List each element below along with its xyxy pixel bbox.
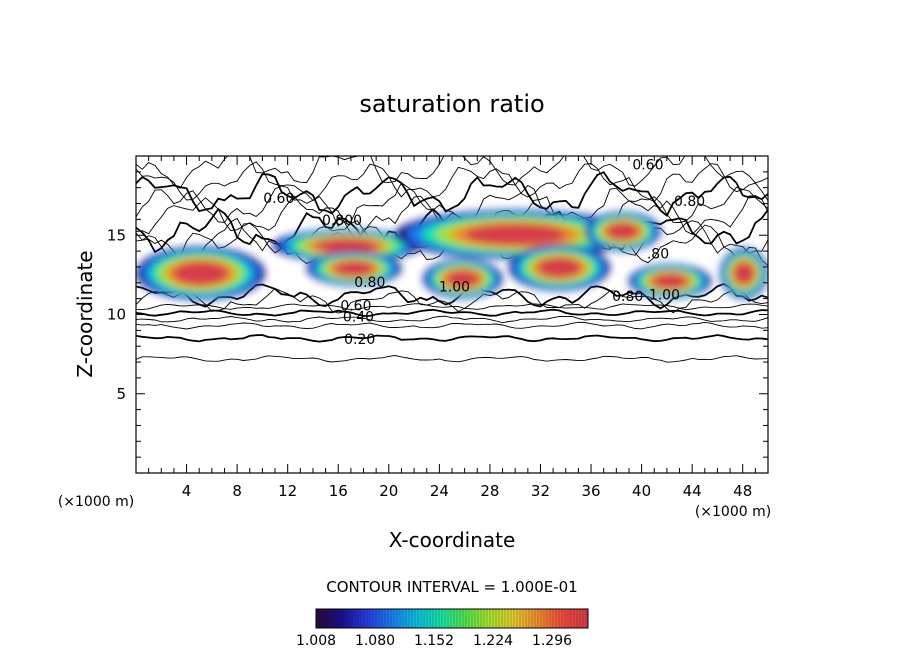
contour-label: 0.60 [263,191,294,207]
colorbar-tick-label: 1.152 [414,633,454,649]
field-contour-band [334,261,374,276]
field-contour-band [606,223,639,240]
x-tick-label: 32 [531,482,550,500]
contour-label: 0.60 [340,299,371,315]
contour-label: 0.800 [322,213,362,229]
x-unit-right: (×1000 m) [695,504,771,520]
contour-interval-text: CONTOUR INTERVAL = 1.000E-01 [326,578,577,596]
contour-label: 0.60 [632,158,663,174]
colorbar-tick-label: 1.080 [355,633,395,649]
field-contour-band [538,258,581,278]
x-tick-label: 28 [480,482,499,500]
colorbar-tick-label: 1.296 [532,633,572,649]
contour-line [136,283,768,310]
x-tick-label: 20 [379,482,398,500]
colorbar-strip [315,608,589,629]
contour-lines [136,156,768,363]
field-contour-band [652,273,688,289]
contour-label: .80 [647,246,669,262]
y-tick-label: 5 [116,385,126,403]
colorbar-stripes [318,609,587,628]
x-tick-label: 24 [430,482,449,500]
field-contour-band [173,262,228,285]
x-tick-label: 16 [329,482,348,500]
x-tick-label: 40 [632,482,651,500]
x-tick-label: 8 [232,482,242,500]
contour-line [136,315,768,324]
y-tick-label: 10 [107,306,126,324]
contour-label: 0.80 [612,289,643,305]
x-tick-label: 48 [733,482,752,500]
colorbar-tick-labels: 1.008 1.080 1.152 1.224 1.296 [296,633,572,649]
x-axis-label: X-coordinate [389,528,516,552]
contour-line [136,355,768,363]
x-tick-label: 36 [581,482,600,500]
contour-line [136,334,768,343]
chart-title: saturation ratio [359,90,544,118]
contour-labels: 0.60 0.60 0.80 0.800 0.80 1.00 .80 0.80 1.00 0.60… [263,158,705,348]
contour-label: 0.40 [343,310,374,326]
field-contour-band [733,262,755,284]
colorbar-tick-label: 1.224 [473,633,513,649]
contour-label: 0.80 [354,275,385,291]
x-tick-label: 12 [278,482,297,500]
y-tick-label: 15 [107,226,126,244]
colorbar-tick-label: 1.008 [296,633,336,649]
contour-line [136,303,768,311]
contour-label: 1.00 [439,280,470,296]
contour-line [136,287,768,314]
contour-line [136,161,768,203]
contour-line [136,308,768,317]
y-axis-label: Z-coordinate [73,250,97,377]
x-unit-left: (×1000 m) [58,494,134,510]
axis-ticks [135,155,769,474]
x-tick-label: 44 [683,482,702,500]
colorbar: 1.008 1.080 1.152 1.224 1.296 [296,608,589,649]
field-contour-band [315,238,378,253]
plot-area: 0.60 0.60 0.80 0.800 0.80 1.00 .80 0.80 1.00 0.60… [136,156,768,363]
x-tick-label: 4 [182,482,192,500]
field-contour-band [446,270,480,288]
contour-label: 1.00 [649,288,680,304]
contour-label: 0.80 [674,194,705,210]
contour-label: 0.20 [344,332,375,348]
contour-line [136,156,768,189]
contour-line [136,182,768,227]
supersaturation-field [136,209,768,301]
contour-line [136,321,768,330]
contour-line [136,171,768,217]
field-contour-band [464,224,566,245]
